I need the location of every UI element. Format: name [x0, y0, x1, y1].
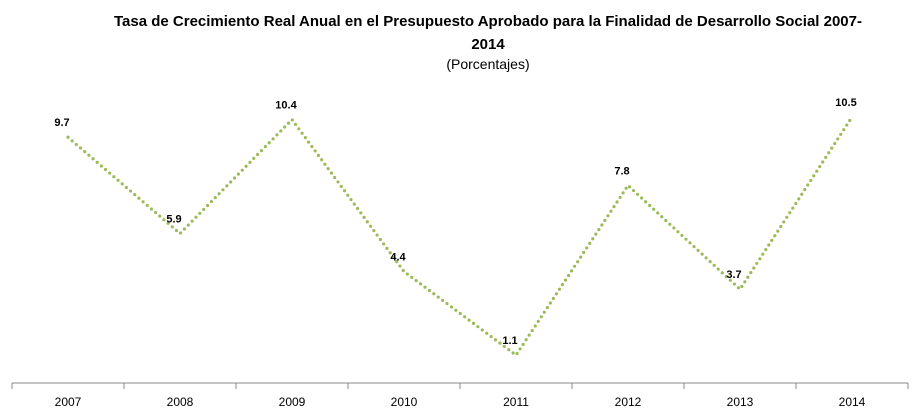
- x-tick-label: 2013: [727, 395, 754, 409]
- data-label: 7.8: [614, 165, 629, 177]
- x-tick-label: 2012: [615, 395, 642, 409]
- data-label: 4.4: [390, 251, 406, 263]
- data-label: 3.7: [726, 269, 741, 281]
- data-label: 9.7: [54, 117, 69, 129]
- x-tick-label: 2009: [279, 395, 306, 409]
- x-tick-label: 2007: [55, 395, 82, 409]
- data-label: 5.9: [166, 213, 181, 225]
- data-label: 10.4: [275, 99, 297, 111]
- chart-title: Tasa de Crecimiento Real Anual en el Pre…: [113, 13, 862, 53]
- chart-subtitle: (Porcentajes): [446, 56, 530, 72]
- data-line: [66, 115, 854, 357]
- data-label: 10.5: [835, 97, 856, 109]
- data-label: 1.1: [502, 335, 517, 347]
- x-tick-label: 2011: [503, 395, 529, 409]
- x-tick-label: 2008: [167, 395, 194, 409]
- x-tick-label: 2010: [391, 395, 418, 409]
- x-tick-label: 2014: [839, 395, 866, 409]
